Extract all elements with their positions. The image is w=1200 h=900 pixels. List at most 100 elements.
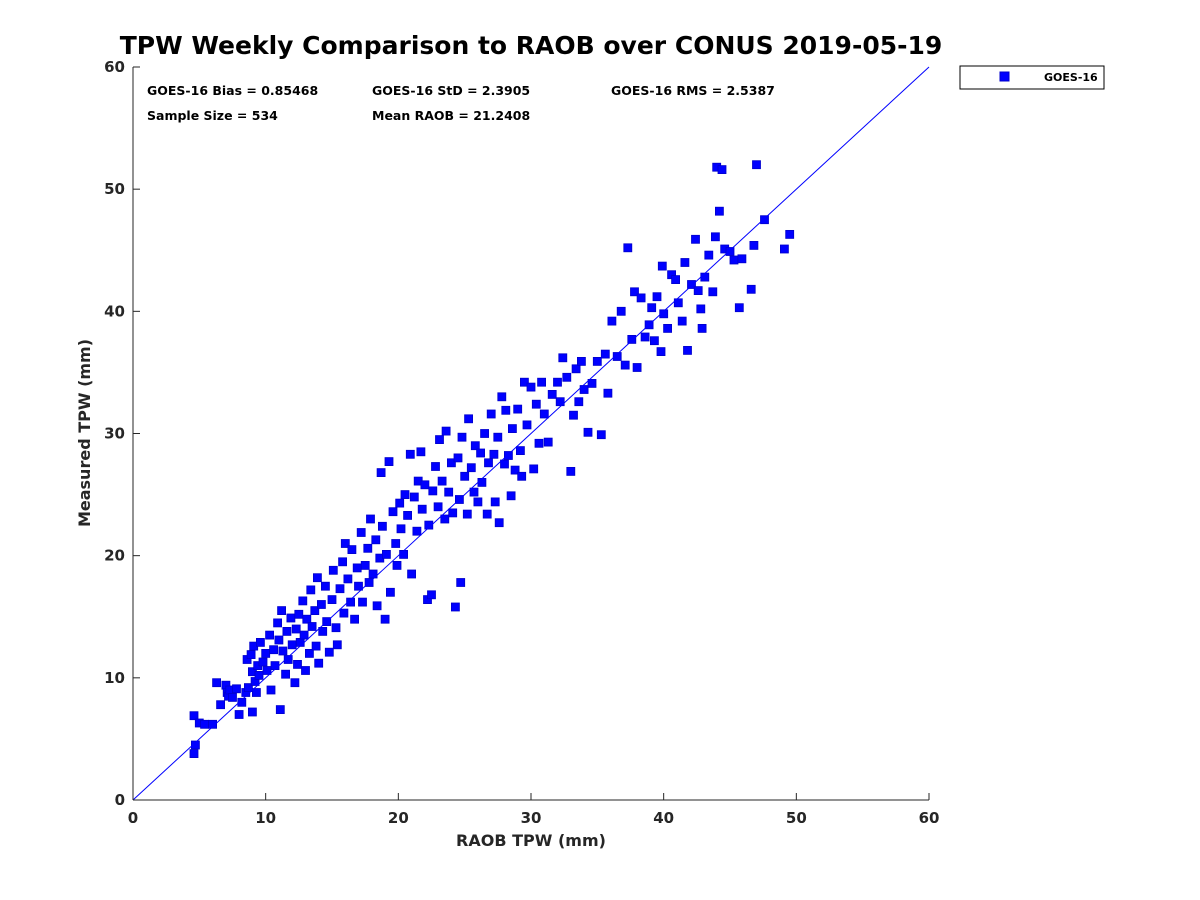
data-point <box>372 601 382 611</box>
data-point <box>356 528 366 537</box>
data-point <box>583 427 593 437</box>
data-point <box>265 630 275 640</box>
data-point <box>331 623 341 633</box>
data-point <box>371 535 381 545</box>
data-point <box>343 574 353 584</box>
data-point <box>620 360 630 370</box>
data-point <box>647 303 657 313</box>
data-point <box>212 678 222 688</box>
data-point <box>680 258 690 267</box>
data-point <box>697 323 707 333</box>
data-point <box>243 683 253 692</box>
data-point <box>659 309 669 319</box>
data-point <box>295 638 305 647</box>
data-point <box>555 397 565 407</box>
data-point <box>558 353 568 363</box>
legend-box <box>959 65 1105 90</box>
x-tick-label: 40 <box>653 809 674 827</box>
data-point <box>416 447 426 457</box>
data-point <box>332 640 342 650</box>
data-point <box>396 524 406 534</box>
data-point <box>431 462 440 471</box>
data-point <box>261 649 271 658</box>
data-point <box>446 458 456 468</box>
data-point <box>282 627 292 636</box>
data-point <box>592 356 602 366</box>
data-point <box>671 275 680 285</box>
data-point <box>510 465 520 475</box>
data-point <box>310 606 320 615</box>
y-tick-label: 20 <box>104 547 125 565</box>
data-point <box>254 671 264 680</box>
data-point <box>358 597 367 607</box>
data-point <box>507 424 517 434</box>
data-point <box>477 477 487 487</box>
data-point <box>255 638 265 647</box>
data-point <box>632 363 642 372</box>
data-point <box>616 306 626 316</box>
data-point <box>385 587 395 597</box>
data-point <box>381 550 391 559</box>
data-point <box>444 487 454 497</box>
data-point <box>687 280 696 289</box>
data-point <box>299 630 309 640</box>
data-point <box>380 614 390 624</box>
x-tick-label: 0 <box>128 809 138 827</box>
data-point <box>704 250 714 260</box>
axis-ticks: 0 10 20 30 40 50 60 0 10 20 30 40 50 60 <box>104 58 939 827</box>
data-point <box>287 640 297 650</box>
data-point <box>473 497 483 507</box>
y-tick-label: 60 <box>104 58 125 76</box>
data-point <box>450 602 460 612</box>
data-point <box>262 666 272 675</box>
legend-marker-goes16 <box>999 71 1010 82</box>
x-tick-label: 20 <box>388 809 409 827</box>
data-point <box>352 563 362 573</box>
data-point <box>409 492 419 502</box>
data-point <box>428 486 438 496</box>
stat-rms: GOES-16 RMS = 2.5387 <box>611 83 775 98</box>
data-point <box>650 336 659 346</box>
data-point <box>500 459 509 469</box>
data-point <box>274 635 284 645</box>
stat-std: GOES-16 StD = 2.3905 <box>372 83 530 98</box>
data-point <box>360 561 370 570</box>
data-point <box>392 561 402 570</box>
data-point <box>427 590 436 600</box>
data-point <box>577 356 586 366</box>
data-point <box>534 438 544 448</box>
data-point <box>200 719 210 729</box>
data-point <box>480 429 490 438</box>
data-point <box>543 437 553 447</box>
data-point <box>335 584 345 594</box>
data-point <box>596 430 606 440</box>
data-point <box>501 405 511 415</box>
data-point <box>270 661 280 670</box>
data-point <box>522 420 532 430</box>
data-point <box>363 543 373 553</box>
data-point <box>403 510 413 520</box>
data-point <box>266 685 276 695</box>
data-point <box>663 323 672 333</box>
data-point <box>657 261 667 271</box>
data-point <box>448 508 458 518</box>
data-point <box>729 255 739 265</box>
data-point <box>437 476 447 486</box>
data-point <box>366 514 375 524</box>
x-tick-label: 30 <box>521 809 542 827</box>
data-point <box>251 688 261 697</box>
data-point <box>696 304 706 314</box>
data-point <box>612 352 622 361</box>
data-point <box>441 426 451 436</box>
data-point <box>506 491 516 501</box>
data-point <box>275 705 285 714</box>
stat-bias: GOES-16 Bias = 0.85468 <box>147 83 318 98</box>
data-point <box>677 316 687 326</box>
data-point <box>407 569 417 579</box>
data-point <box>656 347 666 357</box>
data-point <box>246 650 256 659</box>
data-point <box>316 600 326 609</box>
data-point <box>277 606 287 615</box>
data-point <box>189 711 199 721</box>
